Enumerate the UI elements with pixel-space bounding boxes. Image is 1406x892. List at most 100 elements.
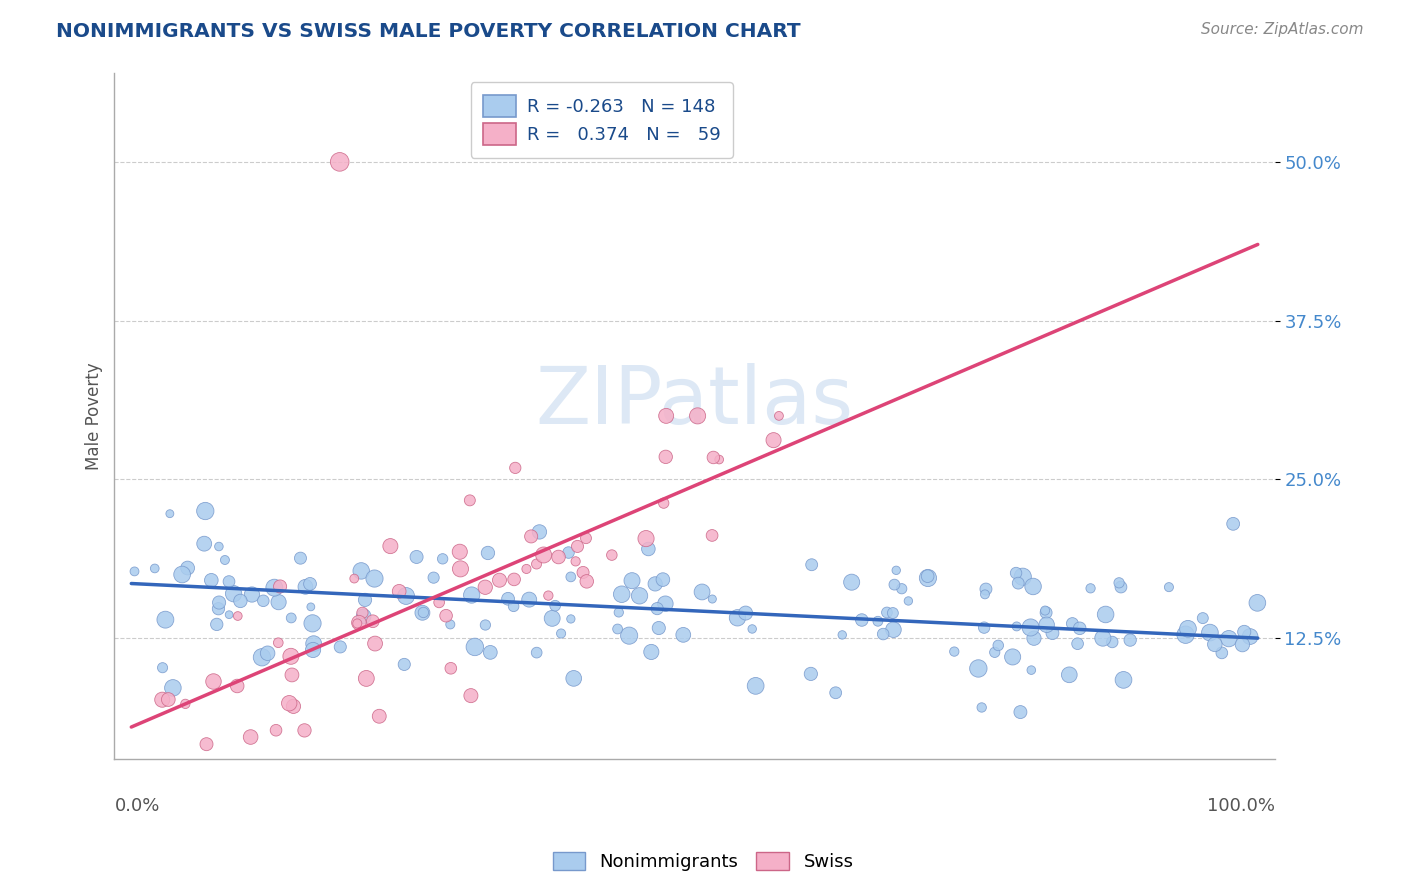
Legend: Nonimmigrants, Swiss: Nonimmigrants, Swiss	[546, 845, 860, 879]
Point	[800, 558, 823, 572]
Point	[876, 606, 898, 620]
Point	[1011, 570, 1033, 584]
Point	[329, 640, 352, 654]
Point	[1101, 635, 1123, 649]
Point	[550, 626, 572, 640]
Point	[207, 601, 229, 615]
Point	[866, 614, 889, 628]
Point	[263, 581, 285, 595]
Point	[202, 674, 225, 689]
Point	[841, 575, 863, 590]
Point	[1010, 705, 1032, 719]
Point	[488, 573, 510, 587]
Point	[970, 700, 993, 714]
Point	[515, 562, 537, 576]
Point	[1157, 580, 1180, 594]
Point	[176, 561, 198, 575]
Point	[395, 589, 418, 603]
Point	[967, 661, 990, 675]
Point	[405, 549, 427, 564]
Text: NONIMMIGRANTS VS SWISS MALE POVERTY CORRELATION CHART: NONIMMIGRANTS VS SWISS MALE POVERTY CORR…	[56, 22, 801, 41]
Point	[655, 409, 678, 423]
Point	[150, 692, 173, 706]
Point	[533, 548, 555, 562]
Point	[474, 580, 496, 594]
Point	[897, 594, 920, 608]
Point	[567, 540, 589, 554]
Point	[503, 461, 526, 475]
Point	[1108, 575, 1130, 590]
Point	[537, 589, 560, 603]
Point	[575, 531, 598, 545]
Point	[973, 621, 995, 635]
Point	[440, 661, 463, 675]
Point	[343, 572, 366, 586]
Point	[439, 617, 461, 632]
Point	[562, 672, 585, 686]
Point	[727, 611, 749, 625]
Point	[644, 577, 666, 591]
Point	[1119, 633, 1142, 648]
Point	[1109, 580, 1132, 594]
Point	[143, 561, 166, 575]
Point	[361, 614, 384, 628]
Point	[1022, 579, 1045, 593]
Point	[617, 629, 640, 643]
Point	[741, 622, 763, 636]
Point	[1035, 606, 1057, 620]
Point	[1001, 649, 1024, 664]
Point	[690, 585, 713, 599]
Text: Source: ZipAtlas.com: Source: ZipAtlas.com	[1201, 22, 1364, 37]
Point	[240, 588, 263, 602]
Point	[299, 599, 322, 614]
Point	[560, 570, 582, 584]
Point	[301, 616, 323, 631]
Point	[1035, 617, 1057, 632]
Point	[607, 606, 630, 620]
Point	[458, 493, 481, 508]
Point	[460, 689, 482, 703]
Point	[610, 587, 633, 601]
Point	[882, 623, 904, 637]
Point	[294, 580, 316, 594]
Point	[280, 611, 302, 625]
Point	[450, 562, 472, 576]
Point	[356, 672, 378, 686]
Point	[267, 636, 290, 650]
Point	[1177, 622, 1199, 636]
Point	[298, 577, 321, 591]
Point	[672, 628, 695, 642]
Point	[1005, 566, 1028, 580]
Point	[368, 709, 391, 723]
Point	[637, 541, 659, 556]
Point	[560, 612, 582, 626]
Point	[520, 529, 543, 543]
Point	[252, 594, 274, 608]
Point	[152, 661, 174, 675]
Point	[193, 537, 215, 551]
Point	[883, 577, 905, 591]
Point	[709, 452, 731, 467]
Point	[226, 679, 249, 693]
Point	[824, 686, 846, 700]
Point	[1019, 620, 1042, 634]
Point	[157, 692, 180, 706]
Point	[124, 565, 146, 579]
Point	[302, 643, 325, 657]
Point	[645, 601, 668, 615]
Point	[208, 540, 231, 554]
Point	[974, 582, 997, 596]
Point	[1005, 619, 1028, 633]
Point	[354, 593, 377, 607]
Point	[1033, 603, 1056, 617]
Point	[1022, 631, 1045, 645]
Point	[547, 549, 569, 564]
Point	[1222, 516, 1244, 531]
Point	[606, 622, 628, 636]
Point	[917, 569, 939, 583]
Point	[281, 668, 304, 682]
Point	[329, 154, 352, 169]
Point	[526, 557, 548, 571]
Point	[502, 599, 524, 614]
Point	[363, 572, 385, 586]
